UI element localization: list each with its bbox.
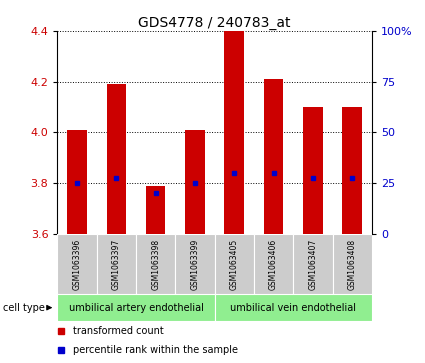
Bar xyxy=(254,234,293,294)
Text: GSM1063396: GSM1063396 xyxy=(73,238,82,290)
Bar xyxy=(293,234,332,294)
Bar xyxy=(303,107,323,234)
Text: cell type: cell type xyxy=(3,303,45,313)
Bar xyxy=(67,130,87,234)
Text: umbilical artery endothelial: umbilical artery endothelial xyxy=(68,303,204,313)
Bar xyxy=(146,186,165,234)
Text: GSM1063406: GSM1063406 xyxy=(269,238,278,290)
Text: transformed count: transformed count xyxy=(73,326,164,336)
Text: GSM1063405: GSM1063405 xyxy=(230,238,239,290)
Text: GSM1063398: GSM1063398 xyxy=(151,238,160,290)
Bar xyxy=(215,294,372,321)
Bar xyxy=(175,234,215,294)
Bar xyxy=(107,84,126,234)
Text: GSM1063407: GSM1063407 xyxy=(309,238,317,290)
Bar xyxy=(224,31,244,234)
Bar xyxy=(332,234,372,294)
Bar xyxy=(136,234,175,294)
Text: GSM1063399: GSM1063399 xyxy=(190,238,199,290)
Text: umbilical vein endothelial: umbilical vein endothelial xyxy=(230,303,356,313)
Bar xyxy=(215,234,254,294)
Bar xyxy=(185,130,205,234)
Bar xyxy=(343,107,362,234)
Bar xyxy=(57,294,215,321)
Bar xyxy=(57,234,96,294)
Text: percentile rank within the sample: percentile rank within the sample xyxy=(73,345,238,355)
Bar xyxy=(96,234,136,294)
Text: GSM1063397: GSM1063397 xyxy=(112,238,121,290)
Title: GDS4778 / 240783_at: GDS4778 / 240783_at xyxy=(139,16,291,30)
Text: GSM1063408: GSM1063408 xyxy=(348,238,357,290)
Bar xyxy=(264,79,283,234)
